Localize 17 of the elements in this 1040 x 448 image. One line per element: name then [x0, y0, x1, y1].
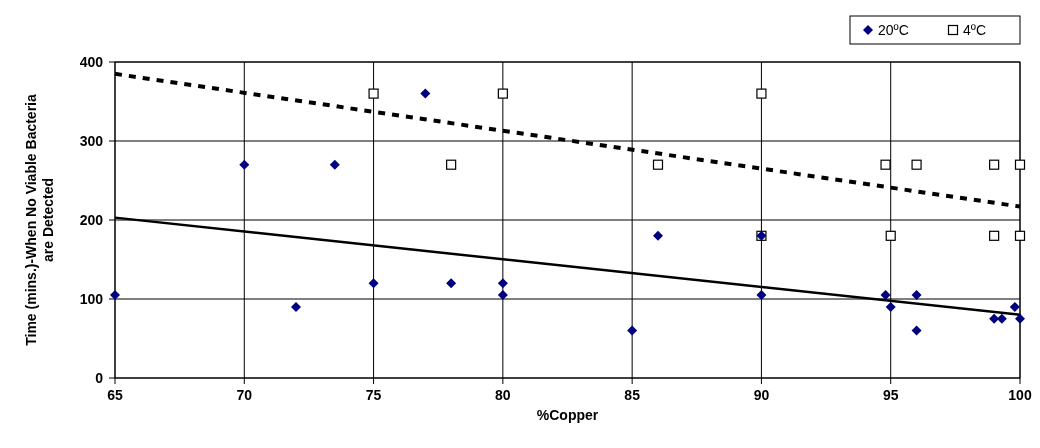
y-tick-label: 200: [79, 212, 104, 228]
x-tick-label: 90: [753, 387, 770, 403]
x-tick-label: 100: [1008, 387, 1032, 403]
y-tick-label: 300: [79, 133, 104, 149]
x-tick-label: 95: [882, 387, 899, 403]
x-axis-title: %Copper: [536, 407, 599, 423]
x-tick-label: 85: [624, 387, 641, 403]
legend-label: 20ºC: [878, 22, 909, 38]
x-tick-label: 70: [236, 387, 253, 403]
x-tick-label: 65: [107, 387, 123, 403]
y-tick-label: 100: [79, 291, 104, 307]
x-tick-label: 75: [365, 387, 382, 403]
y-axis-title: Time (mins.)-When No Viable Bacteria are Detected: [23, 94, 56, 346]
y-tick-label: 400: [79, 54, 104, 70]
y-tick-label: 0: [95, 370, 104, 386]
legend-label: 4ºC: [963, 22, 987, 38]
x-tick-label: 80: [495, 387, 511, 403]
